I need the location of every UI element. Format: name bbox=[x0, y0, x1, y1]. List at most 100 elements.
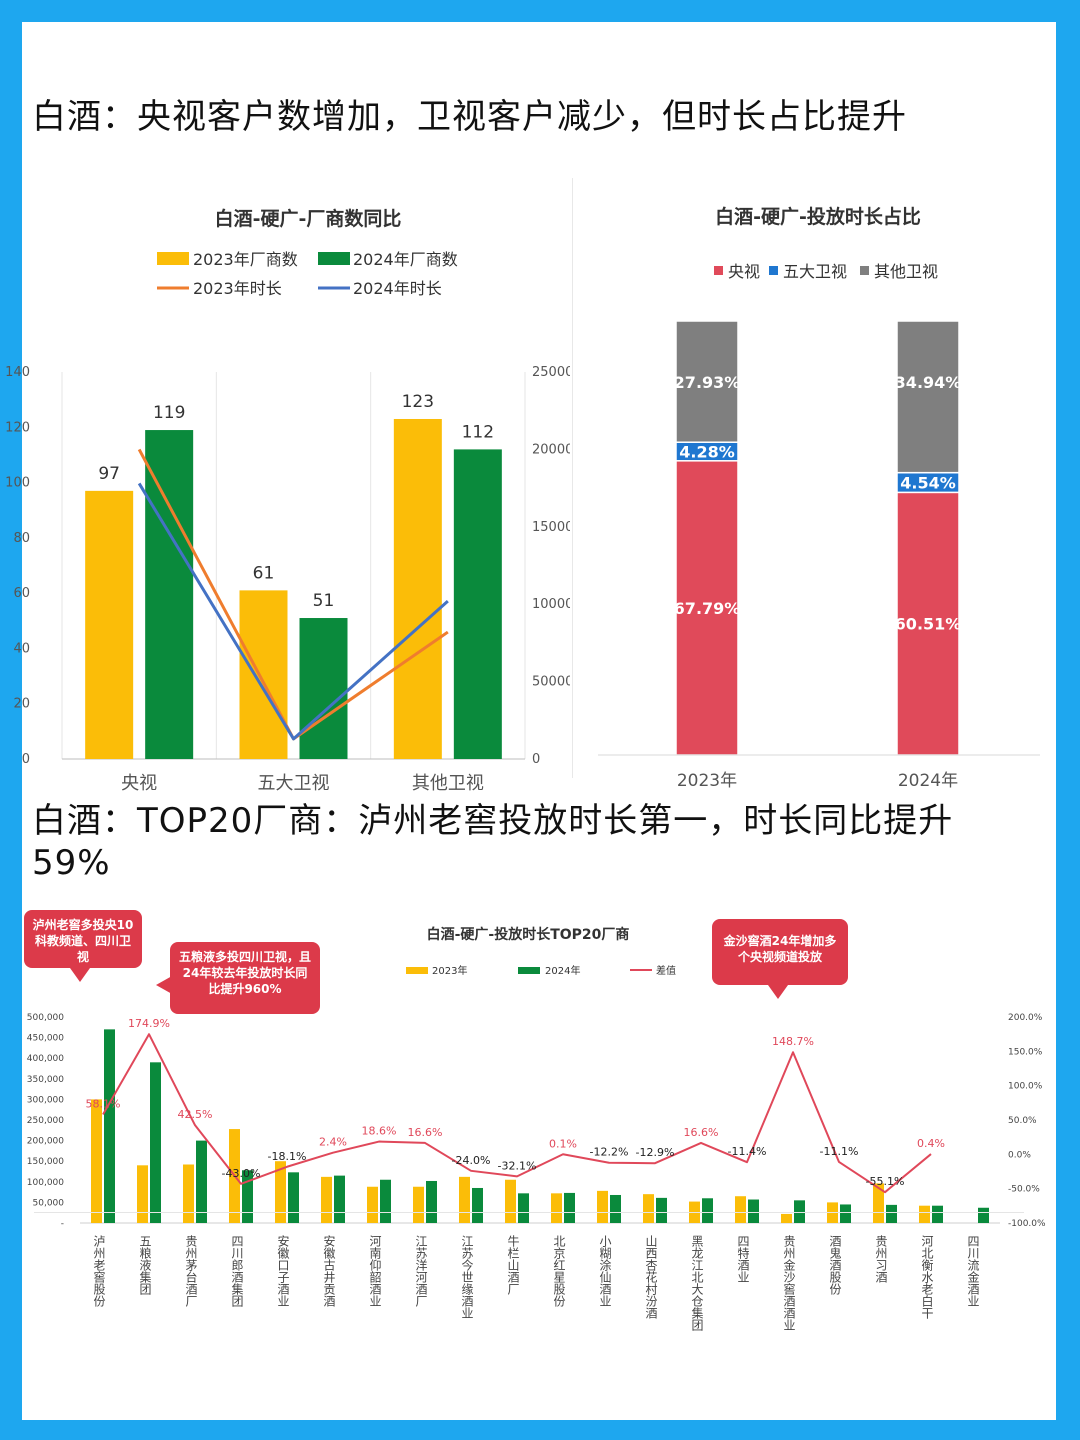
bar-2023 bbox=[735, 1196, 746, 1223]
category-label: 安徽口子酒业 bbox=[276, 1234, 290, 1307]
legend-label: 差值 bbox=[656, 964, 676, 977]
y-left-tick: 60 bbox=[13, 586, 30, 601]
bar-2023 bbox=[597, 1190, 608, 1223]
category-label: 2023年 bbox=[677, 771, 737, 791]
diff-label: -43.0% bbox=[222, 1167, 261, 1180]
bar-2024-count bbox=[453, 449, 502, 759]
bar-2024 bbox=[978, 1207, 989, 1223]
bar-2024 bbox=[334, 1175, 345, 1223]
segment-label: 34.94% bbox=[895, 373, 962, 392]
segment-cctv bbox=[896, 491, 960, 756]
legend-swatch-2024 bbox=[518, 967, 540, 974]
bar-2023 bbox=[91, 1099, 102, 1223]
diff-line bbox=[102, 1033, 932, 1194]
data-label: 123 bbox=[402, 392, 434, 412]
callout-pointer bbox=[156, 976, 172, 994]
callout-wuliangye: 五粮液多投四川卫视，且24年较去年投放时长同比提升960% bbox=[156, 942, 320, 1014]
chart2-category-labels: 2023年 2024年 bbox=[677, 771, 958, 791]
segment-cctv bbox=[675, 460, 739, 756]
bar-2024 bbox=[288, 1172, 299, 1223]
legend-label: 五大卫视 bbox=[783, 262, 847, 281]
legend-swatch-2023-count bbox=[157, 252, 189, 265]
category-label: 泸州老窖股份 bbox=[92, 1235, 106, 1307]
y-left-tick: 400,000 bbox=[27, 1054, 64, 1064]
bar-2023 bbox=[459, 1176, 470, 1223]
segment-label: 4.28% bbox=[679, 443, 735, 462]
legend-label: 2023年时长 bbox=[193, 279, 282, 298]
bar-2024 bbox=[886, 1204, 897, 1223]
bar-2023 bbox=[643, 1194, 654, 1223]
bar-2023 bbox=[413, 1186, 424, 1223]
y-right-tick: 2500000 bbox=[532, 365, 570, 380]
data-label: 51 bbox=[313, 591, 335, 611]
diff-label: -24.0% bbox=[452, 1154, 491, 1167]
y-right-tick: -50.0% bbox=[1008, 1185, 1040, 1195]
y-left-tick: - bbox=[61, 1219, 64, 1229]
chart1-bars: 97 119 61 51 123 112 bbox=[85, 392, 502, 759]
y-right-tick: 0.0% bbox=[1008, 1150, 1031, 1160]
bar-2024-count bbox=[299, 618, 348, 759]
chart3-diff-line: 58.1% 174.9% 42.5% -43.0% -18.1% 2.4% 18.6% 16.… bbox=[86, 1017, 945, 1194]
y-left-tick: 100 bbox=[5, 476, 30, 491]
diff-label: -12.2% bbox=[590, 1146, 629, 1159]
diff-label: 148.7% bbox=[772, 1035, 814, 1048]
legend-swatch-2023 bbox=[406, 967, 428, 974]
data-label: 61 bbox=[253, 563, 275, 583]
chart1-lines bbox=[137, 448, 449, 741]
divider bbox=[34, 1212, 1024, 1213]
top20-vendors-chart: 白酒-硬广-投放时长TOP20厂商 2023年 2024年 差值 500,000… bbox=[27, 926, 1046, 1332]
bar-2023-count bbox=[239, 590, 288, 759]
chart2-title: 白酒-硬广-投放时长占比 bbox=[715, 205, 921, 228]
category-label: 央视 bbox=[121, 773, 157, 794]
callout-text: 金沙窖酒24年增加多个央视频道投放 bbox=[723, 934, 837, 964]
bar-2024 bbox=[794, 1200, 805, 1223]
diff-label: -18.1% bbox=[268, 1150, 307, 1163]
category-label: 小糊涂仙酒业 bbox=[598, 1235, 612, 1307]
bar-2023 bbox=[781, 1213, 792, 1223]
category-label: 贵州金沙窖酒酒业 bbox=[782, 1235, 796, 1331]
legend-label: 2024年 bbox=[545, 964, 580, 977]
legend-swatch-other bbox=[860, 266, 869, 275]
legend-label: 央视 bbox=[728, 262, 760, 281]
bar-2024 bbox=[426, 1180, 437, 1223]
bar-2023 bbox=[551, 1193, 562, 1223]
y-right-tick: 50.0% bbox=[1008, 1116, 1037, 1126]
data-label: 119 bbox=[153, 403, 185, 423]
y-left-tick: 150,000 bbox=[27, 1157, 64, 1167]
category-label: 2024年 bbox=[898, 771, 958, 791]
diff-label: -55.1% bbox=[866, 1175, 905, 1188]
callout-luzhou: 泸州老窖多投央10科教频道、四川卫视 bbox=[24, 910, 142, 982]
category-label: 牛栏山酒厂 bbox=[506, 1234, 520, 1295]
category-label: 五大卫视 bbox=[258, 773, 330, 794]
bar-2024 bbox=[150, 1062, 161, 1223]
diff-label: -11.1% bbox=[820, 1145, 859, 1158]
y-left-tick: 300,000 bbox=[27, 1095, 64, 1105]
segment-label: 27.93% bbox=[674, 373, 741, 392]
y-right-tick: 200.0% bbox=[1008, 1013, 1043, 1023]
category-label: 四川流金酒业 bbox=[966, 1235, 980, 1307]
diff-label: -11.4% bbox=[728, 1145, 767, 1158]
y-left-tick: 140 bbox=[5, 365, 30, 380]
legend-swatch-2024-count bbox=[318, 252, 350, 265]
y-right-tick: 100.0% bbox=[1008, 1082, 1043, 1092]
segment-label: 67.79% bbox=[674, 599, 741, 618]
y-left-tick: 250,000 bbox=[27, 1116, 64, 1126]
bar-2023 bbox=[919, 1205, 930, 1223]
category-label: 江苏今世缘酒业 bbox=[460, 1235, 474, 1319]
callout-pointer bbox=[768, 985, 788, 999]
diff-label: 0.1% bbox=[549, 1137, 577, 1150]
legend-label: 2023年厂商数 bbox=[193, 250, 298, 269]
diff-label: 18.6% bbox=[362, 1125, 397, 1138]
y-right-tick: 2000000 bbox=[532, 442, 570, 457]
bar-2024-count bbox=[145, 430, 194, 759]
chart1-legend: 2023年厂商数 2024年厂商数 2023年时长 2024年时长 bbox=[157, 250, 458, 298]
y-left-tick: 200,000 bbox=[27, 1137, 64, 1147]
y-left-tick: 20 bbox=[13, 697, 30, 712]
heading-bottom: 白酒：TOP20厂商：泸州老窖投放时长第一，时长同比提升59% bbox=[32, 801, 954, 883]
bar-2023 bbox=[505, 1179, 516, 1223]
bar-2024 bbox=[196, 1140, 207, 1223]
diff-label: -12.9% bbox=[636, 1146, 675, 1159]
duration-share-chart: 白酒-硬广-投放时长占比 央视 五大卫视 其他卫视 67.79% 4.28% 27.… bbox=[598, 205, 1040, 791]
bar-2024 bbox=[242, 1170, 253, 1223]
y-right-tick: -100.0% bbox=[1008, 1219, 1046, 1229]
